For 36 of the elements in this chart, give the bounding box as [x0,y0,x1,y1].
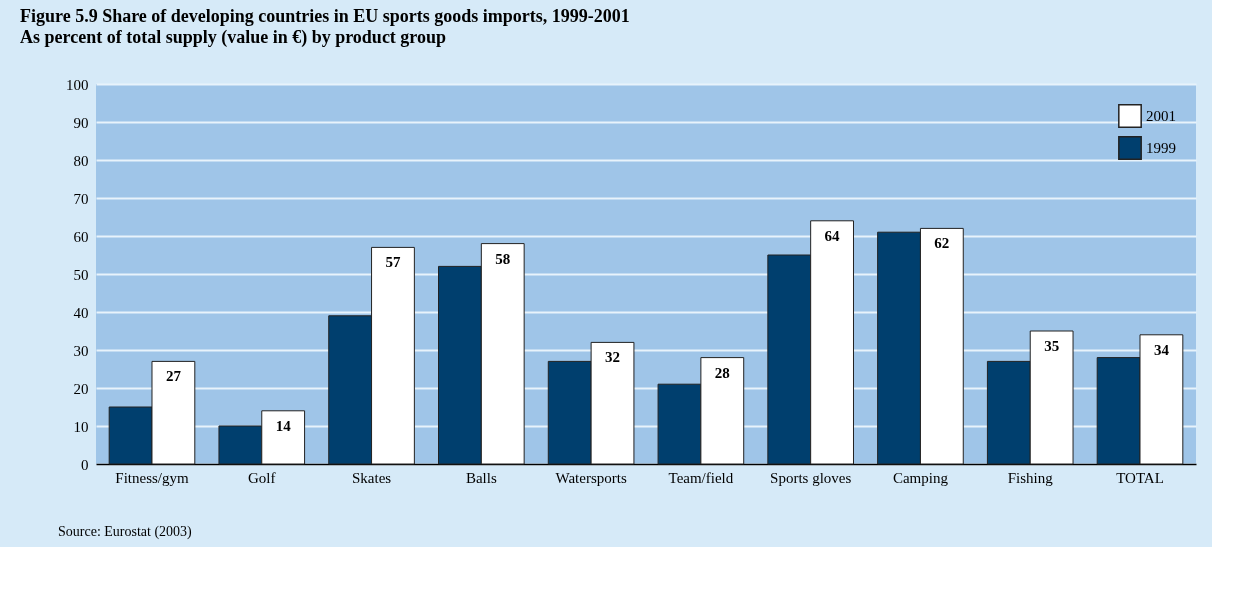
data-label: 14 [275,417,292,434]
data-label: 32 [605,349,621,366]
x-tick-label: Fishing [1007,469,1054,486]
y-tick-label: 70 [73,190,89,207]
x-tick-label: Watersports [555,469,627,486]
y-tick-label: 0 [81,456,89,473]
x-tick-label: Team/field [668,469,734,486]
chart-title: Figure 5.9 Share of developing countries in EU sports goods imports, 1999-2001 [20,6,630,26]
legend-label: 1999 [1146,140,1176,156]
data-label: 57 [385,254,401,271]
y-tick-label: 60 [73,228,89,245]
x-tick-label: Golf [248,469,276,486]
data-label: 62 [934,235,950,252]
y-tick-label: 80 [73,152,89,169]
x-tick-label: Camping [892,469,949,486]
chart-subtitle: As percent of total supply (value in €) by product group [20,27,447,48]
source-note: Source: Eurostat (2003) [58,524,193,540]
y-tick-label: 20 [73,380,89,397]
x-tick-label: TOTAL [1116,469,1164,486]
data-label: 64 [824,227,841,244]
data-label: 58 [495,250,511,267]
y-tick-label: 10 [73,418,89,435]
y-tick-label: 100 [66,76,89,93]
y-tick-label: 40 [73,304,89,321]
x-tick-label: Fitness/gym [115,469,189,486]
x-tick-label: Skates [351,469,392,486]
data-label: 27 [165,368,182,385]
y-tick-label: 30 [73,342,89,359]
legend-label: 2001 [1146,108,1176,124]
data-label: 34 [1153,341,1170,358]
y-tick-label: 50 [73,266,89,283]
data-label: 28 [714,364,730,381]
y-tick-label: 90 [73,114,89,131]
data-label: 35 [1044,338,1060,354]
x-tick-label: Sports gloves [770,469,852,486]
x-tick-label: Balls [465,469,497,486]
